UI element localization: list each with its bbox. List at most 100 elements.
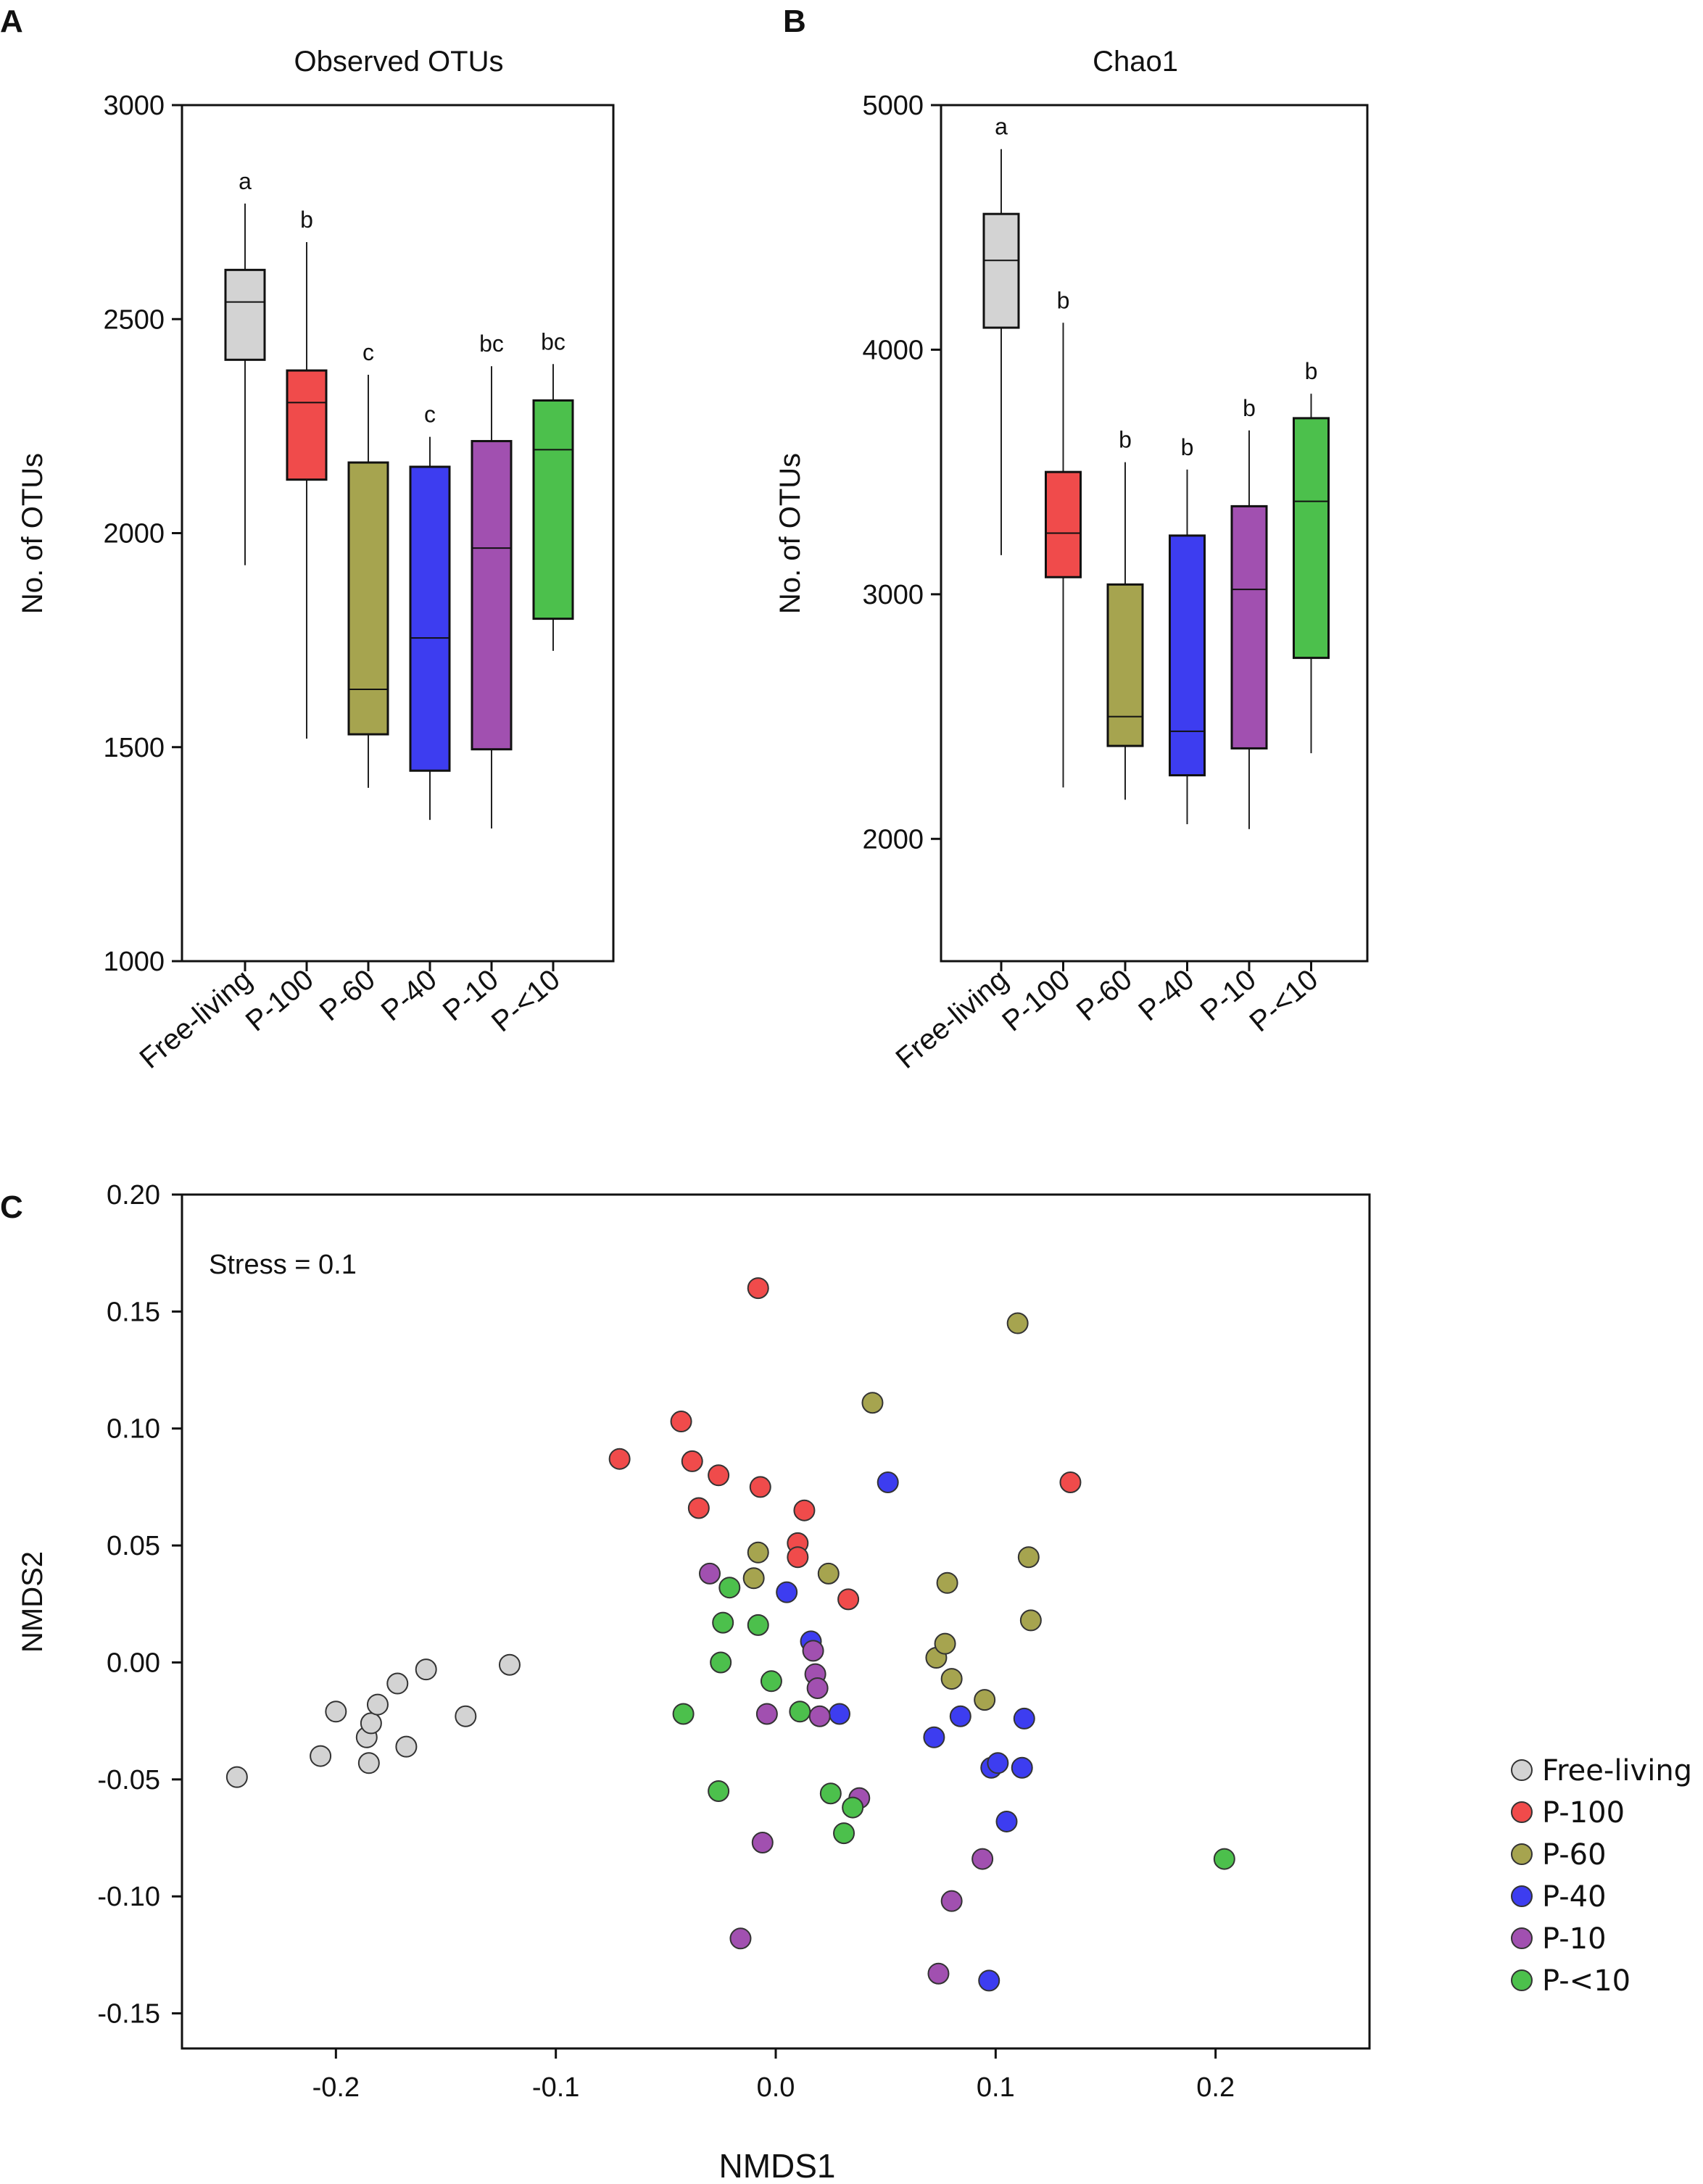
y-axis-label-a: No. of OTUs [17, 453, 49, 614]
point-free-living [415, 1658, 437, 1681]
point-p-100 [837, 1588, 860, 1611]
chart-title-b: Chao1 [1093, 46, 1178, 78]
y-tick-label: 0.10 [107, 1414, 160, 1445]
panel-letter-b: B [783, 4, 806, 39]
sig-letter-p-10: b [1243, 395, 1256, 421]
point-p-100 [747, 1277, 769, 1300]
point-free-living [366, 1693, 389, 1716]
legend: Free-living P-100 P-60 P-40 P-10 P-<10 [1511, 1754, 1692, 1998]
point-p-60 [817, 1562, 840, 1585]
sig-letter-p-40: c [424, 402, 436, 428]
x-tick-label-p-100: P-100 [240, 963, 320, 1037]
point-p-lt10 [819, 1782, 842, 1805]
x-tick-label-p-lt10: P-<10 [1243, 963, 1324, 1038]
legend-marker-p-10 [1511, 1927, 1533, 1949]
box-p-60 [1106, 583, 1144, 747]
plot-frame [940, 104, 1369, 963]
point-p-lt10 [789, 1701, 811, 1723]
legend-label-p-40: P-40 [1542, 1880, 1607, 1914]
point-p-60 [1017, 1546, 1040, 1569]
scatter-marks [225, 1277, 1235, 1992]
box-p-100 [1045, 470, 1082, 578]
point-p-100 [608, 1448, 631, 1470]
y-tick-label: 0.05 [107, 1531, 160, 1561]
point-p-100 [793, 1499, 816, 1521]
sig-letter-p-60: b [1119, 427, 1132, 453]
point-p-40 [776, 1581, 798, 1603]
panel-letter-c: C [0, 1189, 23, 1225]
y-tick-label: 2500 [103, 304, 165, 335]
point-p-lt10 [1213, 1848, 1235, 1870]
x-tick-label: 0.2 [1196, 2072, 1235, 2103]
x-tick-label-p-100: P-100 [996, 963, 1076, 1037]
point-free-living [498, 1653, 521, 1676]
sig-letter-p-100: b [1057, 287, 1070, 313]
x-tick-label: -0.1 [532, 2072, 579, 2103]
point-p-60 [974, 1689, 996, 1711]
x-tick-label: 0.1 [977, 2072, 1015, 2103]
y-tick-label: -0.10 [97, 1882, 160, 1912]
point-p-10 [699, 1562, 721, 1585]
axes-c: -0.15 -0.10 -0.05 0.00 0.05 0.10 0.15 0.20 -0.2 -… [97, 1180, 1371, 2103]
x-tick-label-p-60: P-60 [314, 963, 381, 1027]
y-tick-label: -0.15 [97, 1999, 160, 2030]
legend-marker-p-60 [1511, 1843, 1533, 1865]
legend-marker-p-100 [1511, 1801, 1533, 1823]
point-p-60 [861, 1392, 884, 1414]
sig-letter-free-living: a [995, 114, 1008, 140]
axes-b: 2000 3000 4000 5000 Free-livingP-100P-60P-40… [862, 91, 1369, 1075]
box-p-lt10 [532, 399, 574, 620]
legend-label-p-60: P-60 [1542, 1838, 1607, 1872]
point-p-60 [747, 1541, 769, 1564]
point-p-60 [934, 1632, 956, 1655]
box-p-100 [286, 369, 328, 481]
plot-frame [181, 1193, 1371, 2050]
point-p-lt10 [708, 1780, 730, 1802]
x-tick-label-free-living: Free-living [133, 963, 257, 1075]
y-tick-label: 0.20 [107, 1180, 160, 1211]
point-p-40 [923, 1726, 945, 1748]
point-p-40 [877, 1471, 899, 1493]
point-p-100 [1059, 1471, 1082, 1493]
stress-annotation: Stress = 0.1 [209, 1250, 357, 1280]
box-free-living [224, 268, 266, 361]
box-p-60 [347, 461, 389, 736]
y-tick-label: -0.05 [97, 1765, 160, 1795]
box-p-10 [1230, 505, 1268, 750]
point-p-lt10 [712, 1611, 734, 1634]
boxplot-chao1: Chao1 No. of OTUs a b b b b b 2000 3000 4000 500… [774, 46, 1369, 1075]
sig-letter-p-100: b [300, 207, 313, 233]
point-free-living [325, 1701, 347, 1723]
box-p-10 [471, 440, 513, 751]
point-p-60 [1019, 1609, 1042, 1632]
point-p-40 [1011, 1756, 1033, 1779]
x-tick-label: 0.0 [757, 2072, 795, 2103]
y-tick-label: 0.00 [107, 1648, 160, 1678]
x-tick-label-p-40: P-40 [1132, 963, 1200, 1027]
point-p-40 [987, 1752, 1009, 1774]
point-p-lt10 [760, 1670, 782, 1693]
point-p-100 [749, 1476, 771, 1498]
point-free-living [310, 1745, 332, 1767]
x-axis-label-c: NMDS1 [718, 2147, 835, 2184]
point-free-living [360, 1712, 382, 1735]
box-p-lt10 [1293, 417, 1330, 660]
point-p-10 [940, 1890, 963, 1912]
y-tick-label: 2000 [862, 824, 924, 855]
legend-marker-p-40 [1511, 1885, 1533, 1907]
point-p-100 [787, 1546, 809, 1569]
y-tick-label: 3000 [103, 91, 165, 121]
legend-label-p-lt10: P-<10 [1542, 1964, 1631, 1998]
point-p-40 [978, 1969, 1000, 1992]
legend-label-free-living: Free-living [1542, 1754, 1692, 1788]
y-axis-label-b: No. of OTUs [774, 453, 806, 614]
sig-letter-p-40: b [1181, 434, 1194, 460]
point-p-60 [940, 1668, 963, 1690]
point-free-living [225, 1766, 248, 1788]
point-p-10 [729, 1927, 752, 1950]
y-axis-label-c: NMDS2 [17, 1551, 49, 1653]
y-tick-label: 3000 [862, 580, 924, 610]
point-p-10 [971, 1848, 994, 1870]
